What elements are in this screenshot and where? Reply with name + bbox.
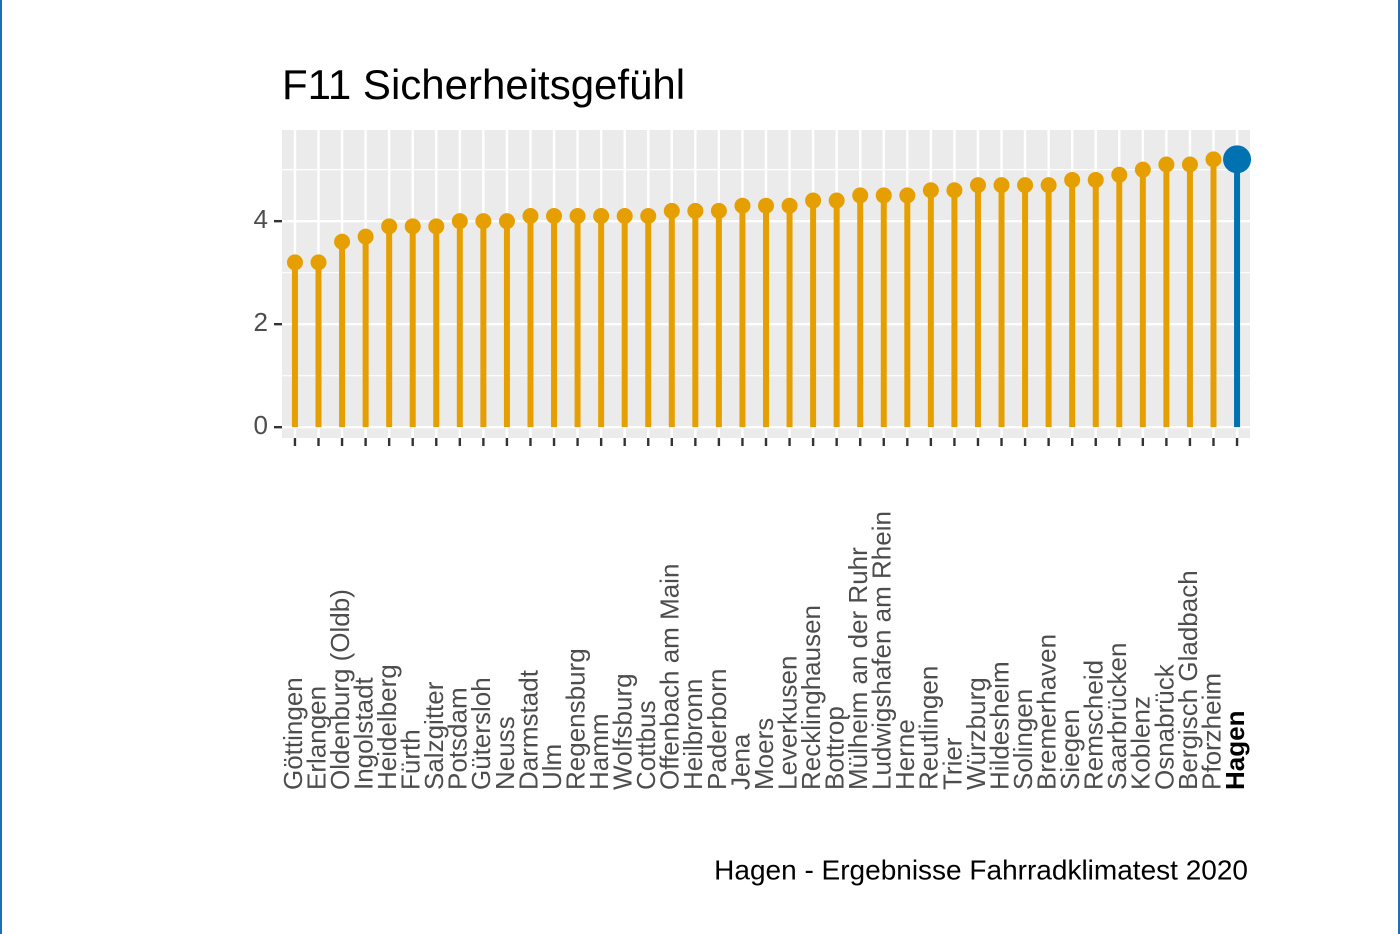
x-tick-label: Hildesheim: [984, 661, 1014, 790]
dot: [734, 197, 751, 214]
x-tick-label: Regensburg: [560, 648, 590, 790]
x-tick-label: Salzgitter: [419, 681, 449, 790]
x-tick-label: Neuss: [490, 716, 520, 790]
dot: [922, 182, 939, 199]
dot: [428, 218, 445, 235]
dot: [1134, 161, 1151, 178]
dot: [687, 202, 704, 219]
x-tick-label: Remscheid: [1079, 660, 1109, 790]
dot: [946, 182, 963, 199]
x-tick-label: Mülheim an der Ruhr: [843, 547, 873, 790]
x-tick-label: Bottrop: [820, 706, 850, 790]
x-tick-label: Ulm: [537, 744, 567, 790]
dot: [381, 218, 398, 235]
dot: [1040, 177, 1057, 194]
dot: [1181, 156, 1198, 173]
x-tick-label: Herne: [890, 719, 920, 790]
dot: [710, 202, 727, 219]
dot: [805, 192, 822, 209]
x-tick-label: Pforzheim: [1196, 673, 1226, 790]
x-tick-label: Oldenburg (Oldb): [325, 589, 355, 790]
x-tick-label: Heilbronn: [678, 679, 708, 790]
dot: [781, 197, 798, 214]
dot: [899, 187, 916, 204]
dot: [522, 208, 539, 225]
x-tick-label: Gütersloh: [466, 677, 496, 790]
x-tick-label: Cottbus: [631, 700, 661, 790]
dot: [1064, 171, 1081, 188]
dot: [334, 233, 351, 250]
x-tick-label: Osnabrück: [1149, 663, 1179, 790]
dot: [758, 197, 774, 214]
dot: [993, 177, 1010, 194]
dot: [404, 218, 421, 235]
x-tick-label: Erlangen: [301, 686, 331, 790]
x-tick-label: Recklinghausen: [796, 605, 826, 790]
dot: [969, 177, 986, 194]
chart-title: F11 Sicherheitsgefühl: [282, 61, 685, 108]
x-tick-label: Trier: [937, 737, 967, 790]
x-tick-label: Offenbach am Main: [655, 564, 685, 790]
dot: [616, 208, 633, 225]
x-tick-label: Solingen: [1008, 689, 1038, 790]
y-tick-label: 4: [254, 204, 268, 234]
x-tick-label: Darmstadt: [513, 669, 543, 790]
dot: [875, 187, 892, 204]
dot: [475, 213, 492, 230]
x-tick-label: Potsdam: [443, 687, 473, 790]
dot: [1087, 171, 1104, 188]
dot: [663, 202, 680, 219]
x-tick-label: Paderborn: [702, 669, 732, 790]
dot: [1223, 145, 1252, 174]
dot: [357, 228, 374, 245]
dot: [1205, 151, 1222, 168]
dot: [569, 208, 586, 225]
dot: [286, 254, 303, 271]
x-tick-label: Hagen: [1220, 711, 1250, 790]
x-tick-label: Siegen: [1055, 709, 1085, 790]
x-tick-label: Ludwigshafen am Rhein: [867, 511, 897, 790]
dot: [593, 208, 610, 225]
dot: [1158, 156, 1175, 173]
dot: [1017, 177, 1034, 194]
x-tick-label: Bremerhaven: [1032, 634, 1062, 790]
dot: [546, 208, 563, 225]
y-tick-label: 2: [254, 307, 268, 337]
y-tick-label: 0: [254, 410, 268, 440]
x-tick-label: Würzburg: [961, 677, 991, 790]
dot: [498, 213, 515, 230]
x-tick-label: Ingolstadt: [348, 676, 378, 790]
x-tick-label: Saarbrücken: [1102, 643, 1132, 790]
dot: [640, 208, 657, 225]
x-tick-label: Koblenz: [1126, 696, 1156, 790]
x-tick-label: Bergisch Gladbach: [1173, 570, 1203, 790]
x-tick-label: Wolfsburg: [608, 673, 638, 790]
x-tick-label: Hamm: [584, 713, 614, 790]
x-tick-label: Leverkusen: [772, 656, 802, 790]
caption: Hagen - Ergebnisse Fahrradklimatest 2020: [714, 854, 1248, 885]
x-tick-label: Göttingen: [278, 677, 308, 790]
x-tick-label: Heidelberg: [372, 664, 402, 790]
dot: [451, 213, 468, 230]
dot: [828, 192, 845, 209]
x-tick-label: Jena: [725, 733, 755, 790]
dot: [852, 187, 869, 204]
x-tick-label: Fürth: [396, 729, 426, 790]
x-tick-label: Reutlingen: [914, 666, 944, 790]
x-tick-label: Moers: [749, 718, 779, 790]
dot: [1111, 166, 1128, 183]
dot: [310, 254, 327, 271]
